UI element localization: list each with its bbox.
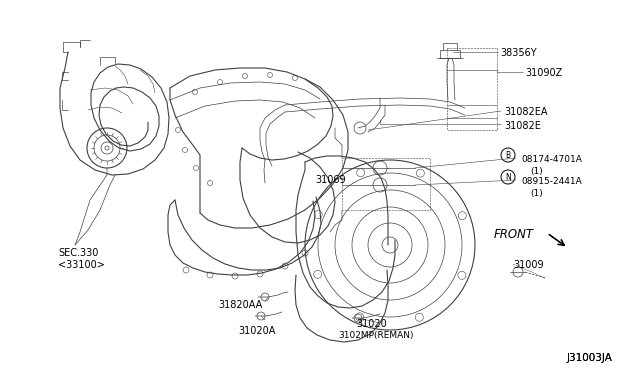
Text: J31003JA: J31003JA: [567, 353, 613, 363]
Text: 31020A: 31020A: [238, 326, 275, 336]
Text: N: N: [505, 173, 511, 182]
Text: 31069: 31069: [315, 175, 346, 185]
Text: 08174-4701A: 08174-4701A: [521, 155, 582, 164]
Text: 3102MP(REMAN): 3102MP(REMAN): [338, 331, 413, 340]
Text: <33100>: <33100>: [58, 260, 105, 270]
Text: (1): (1): [530, 189, 543, 198]
Text: FRONT: FRONT: [494, 228, 534, 241]
Text: 31082EA: 31082EA: [504, 107, 547, 117]
Text: 31820AA: 31820AA: [218, 300, 262, 310]
Text: SEC.330: SEC.330: [58, 248, 99, 258]
Text: (1): (1): [530, 167, 543, 176]
Text: 31009: 31009: [513, 260, 543, 270]
Text: J31003JA: J31003JA: [567, 353, 613, 363]
Text: 31082E: 31082E: [504, 121, 541, 131]
Text: 08915-2441A: 08915-2441A: [521, 177, 582, 186]
Text: 31020: 31020: [356, 319, 387, 329]
Text: B: B: [506, 151, 511, 160]
Text: 38356Y: 38356Y: [500, 48, 536, 58]
Text: 31090Z: 31090Z: [525, 68, 563, 78]
